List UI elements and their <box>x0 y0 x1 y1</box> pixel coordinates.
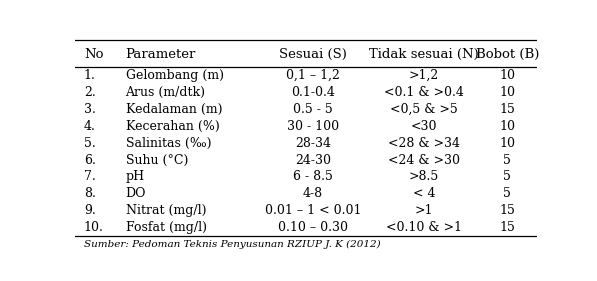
Text: 5: 5 <box>503 187 511 200</box>
Text: 28-34: 28-34 <box>295 137 331 150</box>
Text: 10: 10 <box>499 86 515 99</box>
Text: 10.: 10. <box>84 221 104 234</box>
Text: 15: 15 <box>499 221 515 234</box>
Text: 4-8: 4-8 <box>303 187 323 200</box>
Text: Salinitas (‰): Salinitas (‰) <box>125 137 211 150</box>
Text: Fosfat (mg/l): Fosfat (mg/l) <box>125 221 207 234</box>
Text: DO: DO <box>125 187 146 200</box>
Text: < 4: < 4 <box>413 187 435 200</box>
Text: Arus (m/dtk): Arus (m/dtk) <box>125 86 205 99</box>
Text: <0.10 & >1: <0.10 & >1 <box>386 221 462 234</box>
Text: No: No <box>84 48 103 61</box>
Text: Sesuai (S): Sesuai (S) <box>279 48 347 61</box>
Text: Parameter: Parameter <box>125 48 196 61</box>
Text: 0.1-0.4: 0.1-0.4 <box>291 86 335 99</box>
Text: Bobot (B): Bobot (B) <box>476 48 539 61</box>
Text: 6.: 6. <box>84 154 96 167</box>
Text: Sumber: Pedoman Teknis Penyusunan RZIUP J. K (2012): Sumber: Pedoman Teknis Penyusunan RZIUP … <box>84 240 380 249</box>
Text: Kecerahan (%): Kecerahan (%) <box>125 120 219 133</box>
Text: 15: 15 <box>499 103 515 116</box>
Text: 4.: 4. <box>84 120 96 133</box>
Text: <28 & >34: <28 & >34 <box>388 137 460 150</box>
Text: >1: >1 <box>415 204 433 217</box>
Text: 2.: 2. <box>84 86 96 99</box>
Text: Nitrat (mg/l): Nitrat (mg/l) <box>125 204 206 217</box>
Text: <24 & >30: <24 & >30 <box>388 154 460 167</box>
Text: 0.10 – 0.30: 0.10 – 0.30 <box>278 221 348 234</box>
Text: pH: pH <box>125 171 144 183</box>
Text: 3.: 3. <box>84 103 96 116</box>
Text: 6 - 8.5: 6 - 8.5 <box>293 171 333 183</box>
Text: 10: 10 <box>499 137 515 150</box>
Text: 0.01 – 1 < 0.01: 0.01 – 1 < 0.01 <box>264 204 361 217</box>
Text: 5.: 5. <box>84 137 96 150</box>
Text: 10: 10 <box>499 120 515 133</box>
Text: 0.5 - 5: 0.5 - 5 <box>293 103 333 116</box>
Text: <0,5 & >5: <0,5 & >5 <box>390 103 458 116</box>
Text: Tidak sesuai (N): Tidak sesuai (N) <box>369 48 479 61</box>
Text: 1.: 1. <box>84 69 96 82</box>
Text: 30 - 100: 30 - 100 <box>287 120 339 133</box>
Text: 24-30: 24-30 <box>295 154 331 167</box>
Text: 8.: 8. <box>84 187 96 200</box>
Text: Gelombang (m): Gelombang (m) <box>125 69 223 82</box>
Text: 10: 10 <box>499 69 515 82</box>
Text: 7.: 7. <box>84 171 96 183</box>
Text: Suhu (°C): Suhu (°C) <box>125 154 188 167</box>
Text: >8.5: >8.5 <box>409 171 439 183</box>
Text: Kedalaman (m): Kedalaman (m) <box>125 103 222 116</box>
Text: 9.: 9. <box>84 204 96 217</box>
Text: <30: <30 <box>411 120 437 133</box>
Text: 5: 5 <box>503 171 511 183</box>
Text: 0,1 – 1,2: 0,1 – 1,2 <box>286 69 340 82</box>
Text: 15: 15 <box>499 204 515 217</box>
Text: 5: 5 <box>503 154 511 167</box>
Text: <0.1 & >0.4: <0.1 & >0.4 <box>384 86 464 99</box>
Text: >1,2: >1,2 <box>409 69 439 82</box>
